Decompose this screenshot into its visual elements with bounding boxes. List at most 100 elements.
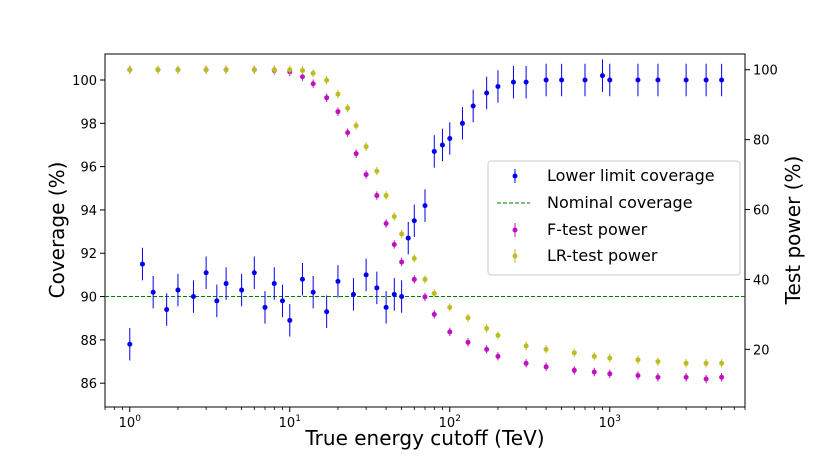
lower-limit-coverage-point xyxy=(391,291,397,297)
x-axis-title: True energy cutoff (TeV) xyxy=(304,426,544,450)
f-test-power-point xyxy=(655,374,661,380)
lower-limit-coverage-point xyxy=(655,77,661,83)
legend-ftest-label: F-test power xyxy=(547,220,648,239)
lr-test-power-point xyxy=(465,315,471,321)
f-test-power-point xyxy=(345,130,351,136)
lr-test-power-point xyxy=(447,304,453,310)
f-test-power-point xyxy=(431,311,437,317)
y2-tick-label: 40 xyxy=(753,273,770,288)
lr-test-power-point xyxy=(683,360,689,366)
lr-test-power-point xyxy=(422,276,428,282)
f-test-power-point xyxy=(324,95,330,101)
f-test-power-point xyxy=(363,172,369,178)
lower-limit-coverage-point xyxy=(363,272,369,278)
lr-test-series xyxy=(127,65,725,368)
lower-limit-coverage-point xyxy=(214,298,220,304)
lower-limit-coverage-point xyxy=(350,291,356,297)
lower-limit-coverage-point xyxy=(431,148,437,154)
x-tick-label: 103 xyxy=(599,414,621,431)
lower-limit-coverage-point xyxy=(223,281,229,287)
lower-limit-coverage-point xyxy=(127,341,133,347)
lr-test-power-point xyxy=(287,67,293,73)
lower-limit-coverage-point xyxy=(635,77,641,83)
f-test-power-point xyxy=(495,353,501,359)
lower-limit-coverage-point xyxy=(203,270,209,276)
lr-test-power-point xyxy=(175,67,181,73)
lower-limit-coverage-point xyxy=(335,278,341,284)
lr-test-power-point xyxy=(571,350,577,356)
f-test-power-point xyxy=(411,276,417,282)
lr-test-power-point xyxy=(155,67,161,73)
lr-test-power-point xyxy=(310,70,316,76)
lr-test-power-point xyxy=(335,91,341,97)
f-test-power-point xyxy=(299,74,305,80)
lower-limit-coverage-point xyxy=(324,309,330,315)
y2-tick-label: 20 xyxy=(753,343,770,358)
lr-test-power-point xyxy=(127,67,133,73)
y-axis-title: Coverage (%) xyxy=(45,162,69,299)
lower-limit-coverage-point xyxy=(607,77,613,83)
lower-limit-coverage-point xyxy=(310,289,316,295)
f-test-power-point xyxy=(703,376,709,382)
y-tick-label: 98 xyxy=(80,117,97,132)
lr-test-power-point xyxy=(431,290,437,296)
lower-limit-coverage-point xyxy=(251,270,257,276)
lower-limit-coverage-point xyxy=(582,77,588,83)
legend-lrtest-label: LR-test power xyxy=(547,246,658,265)
y2-tick-label: 80 xyxy=(753,134,770,149)
lower-limit-coverage-point xyxy=(447,135,453,141)
y-tick-label: 86 xyxy=(80,377,97,392)
lr-test-power-point xyxy=(635,357,641,363)
f-test-power-point xyxy=(571,367,577,373)
f-test-power-point xyxy=(399,259,405,265)
lr-test-power-point xyxy=(223,67,229,73)
lr-test-power-point xyxy=(655,359,661,365)
lower-limit-coverage-point xyxy=(271,281,277,287)
lower-limit-coverage-point xyxy=(150,289,156,295)
y-tick-label: 100 xyxy=(72,74,97,89)
legend-coverage-marker xyxy=(512,173,518,179)
lr-test-power-point xyxy=(484,325,490,331)
lr-test-power-point xyxy=(391,214,397,220)
y-tick-label: 96 xyxy=(80,161,97,176)
f-test-power-point xyxy=(447,329,453,335)
lower-limit-coverage-point xyxy=(495,83,501,89)
lower-limit-coverage-point xyxy=(459,120,465,126)
y2-tick-label: 100 xyxy=(753,64,778,79)
lr-test-power-point xyxy=(607,355,613,361)
lr-test-power-point xyxy=(495,332,501,338)
lower-limit-coverage-point xyxy=(190,294,196,300)
lr-test-power-point xyxy=(353,123,359,129)
f-test-power-point xyxy=(719,374,725,380)
f-test-power-point xyxy=(310,81,316,87)
lower-limit-coverage-point xyxy=(719,77,725,83)
y2-axis-title: Test power (%) xyxy=(781,156,805,306)
lower-limit-coverage-point xyxy=(239,287,245,293)
lower-limit-coverage-point xyxy=(523,79,529,85)
lower-limit-coverage-point xyxy=(422,203,428,209)
lr-test-power-point xyxy=(203,67,209,73)
f-test-power-point xyxy=(484,346,490,352)
lower-limit-coverage-point xyxy=(374,285,380,291)
lower-limit-coverage-point xyxy=(703,77,709,83)
y-tick-label: 90 xyxy=(80,291,97,306)
f-test-power-point xyxy=(383,221,389,227)
lower-limit-coverage-point xyxy=(543,77,549,83)
lower-limit-coverage-point xyxy=(139,261,145,267)
f-test-power-point xyxy=(543,364,549,370)
lower-limit-coverage-point xyxy=(383,304,389,310)
lr-test-power-point xyxy=(591,353,597,359)
f-test-power-point xyxy=(422,294,428,300)
f-test-power-point xyxy=(335,109,341,115)
lr-test-power-point xyxy=(411,255,417,261)
lr-test-power-point xyxy=(719,360,725,366)
lower-limit-coverage-point xyxy=(299,276,305,282)
lr-test-power-point xyxy=(299,67,305,73)
y-tick-label: 88 xyxy=(80,334,97,349)
lr-test-power-point xyxy=(399,231,405,237)
lower-limit-coverage-point xyxy=(164,307,170,313)
f-test-power-point xyxy=(591,369,597,375)
lower-limit-coverage-point xyxy=(405,235,411,241)
legend-ftest-marker xyxy=(512,227,518,233)
